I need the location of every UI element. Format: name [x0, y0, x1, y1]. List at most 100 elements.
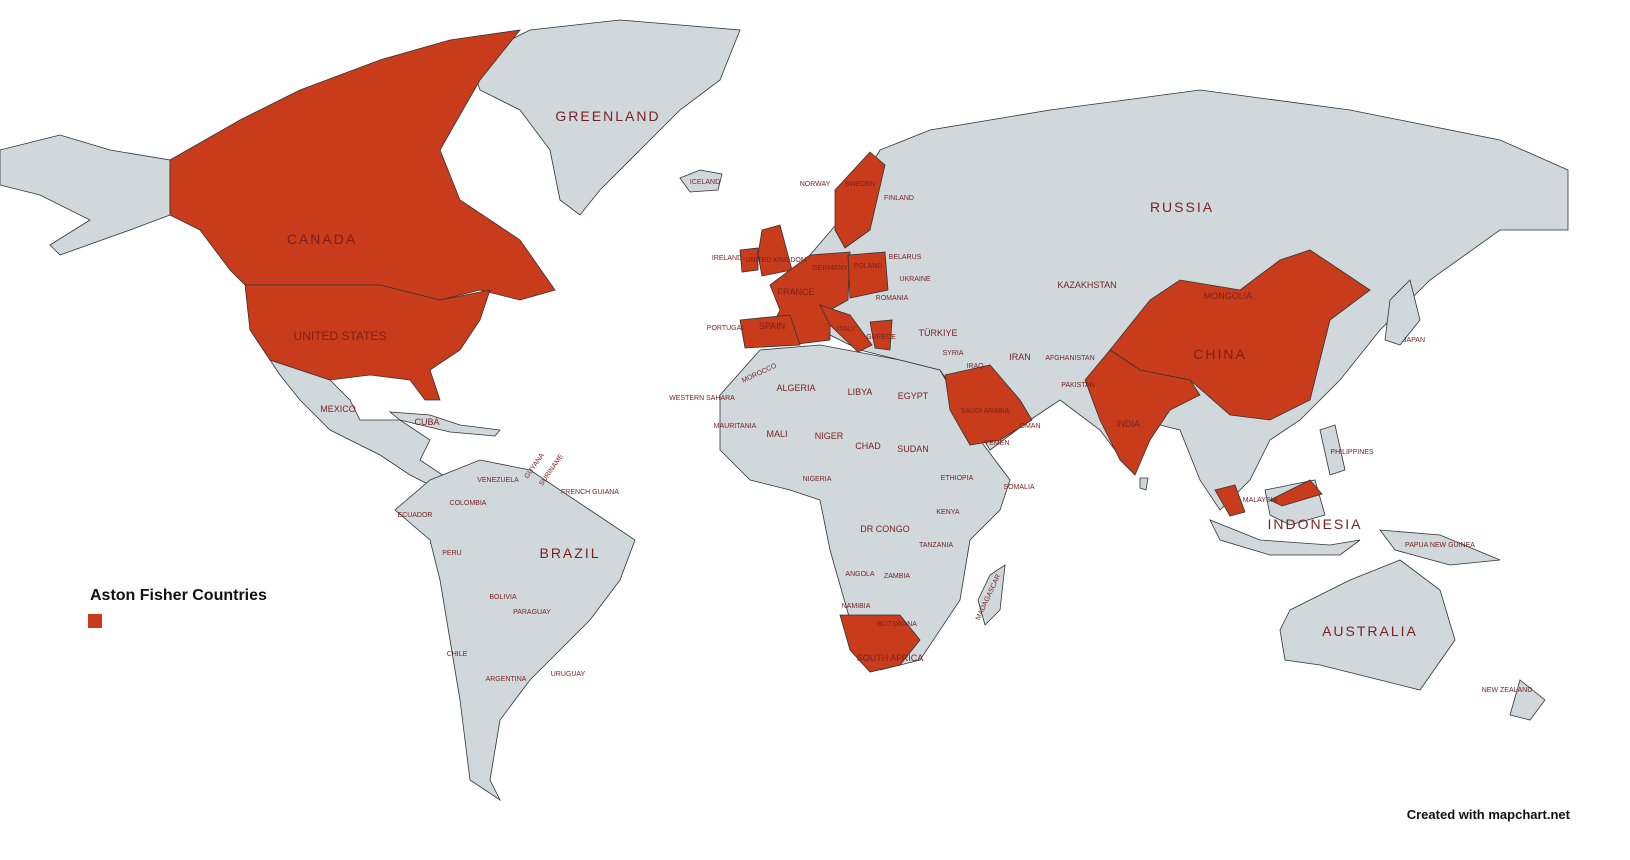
label-niger: NIGER	[815, 431, 844, 441]
label-angola: ANGOLA	[845, 571, 875, 578]
label-bolivia: BOLIVIA	[489, 594, 517, 601]
new-guinea	[1379, 529, 1501, 566]
label-nigeria: NIGERIA	[803, 476, 832, 483]
country-spain[interactable]	[739, 314, 801, 349]
mexico-central-america	[269, 359, 451, 491]
country-labels: GREENLAND CANADA UNITED STATES MEXICO CU…	[287, 108, 1532, 694]
label-mali: MALI	[766, 429, 787, 439]
legend-swatch	[88, 614, 102, 628]
new-zealand	[1509, 679, 1546, 721]
label-tanzania: TANZANIA	[919, 542, 953, 549]
label-papua-new-guinea: PAPUA NEW GUINEA	[1405, 542, 1475, 549]
label-south-africa: SOUTH AFRICA	[857, 653, 924, 663]
label-ukraine: UKRAINE	[899, 276, 930, 283]
indonesia	[1209, 519, 1361, 556]
country-saudi-arabia[interactable]	[944, 364, 1033, 446]
country-sweden[interactable]	[834, 151, 886, 249]
label-syria: SYRIA	[942, 350, 963, 357]
label-libya: LIBYA	[848, 387, 873, 397]
country-greece[interactable]	[869, 319, 893, 351]
highlighted-countries	[169, 29, 1371, 673]
label-yemen: YEMEN	[985, 440, 1010, 447]
label-afghanistan: AFGHANISTAN	[1045, 355, 1094, 362]
label-new-zealand: NEW ZEALAND	[1482, 687, 1533, 694]
label-united-kingdom: United Kingdom	[745, 257, 807, 264]
country-united-kingdom[interactable]	[757, 224, 793, 277]
label-botswana: BOTSWANA	[877, 621, 917, 628]
australia	[1279, 559, 1456, 691]
label-ireland: IRELAND	[712, 255, 742, 262]
country-china[interactable]	[1109, 249, 1371, 421]
label-philippines: PHILIPPINES	[1330, 449, 1374, 456]
label-saudi-arabia: SAUDI ARABIA	[961, 408, 1010, 415]
alaska	[0, 134, 171, 256]
philippines	[1319, 424, 1346, 476]
south-america	[394, 459, 636, 802]
label-chile: CHILE	[447, 651, 468, 658]
label-finland: FINLAND	[884, 195, 914, 202]
country-malaysia-peninsula[interactable]	[1214, 484, 1246, 517]
greenland	[469, 19, 741, 216]
country-india[interactable]	[1084, 349, 1201, 476]
label-turkiye: TÜRKIYE	[918, 328, 957, 338]
label-peru: PERU	[442, 550, 461, 557]
label-pakistan: PAKISTAN	[1061, 382, 1095, 389]
label-egypt: EGYPT	[898, 391, 929, 401]
label-dr-congo: DR CONGO	[860, 524, 910, 534]
caribbean	[388, 411, 501, 437]
label-poland: POLAND	[854, 263, 883, 270]
label-zambia: ZAMBIA	[884, 573, 910, 580]
label-ethiopia: ETHIOPIA	[941, 475, 974, 482]
label-france: FRANCE	[777, 287, 814, 297]
japan	[1384, 279, 1421, 346]
label-paraguay: PARAGUAY	[513, 609, 551, 616]
label-kenya: KENYA	[936, 509, 960, 516]
legend-title: Aston Fisher Countries	[90, 587, 267, 604]
iceland	[679, 169, 723, 193]
label-kazakhstan: KAZAKHSTAN	[1057, 280, 1116, 290]
label-greenland: GREENLAND	[555, 108, 660, 124]
label-brazil: BRAZIL	[539, 545, 600, 561]
label-germany: GERMANY	[812, 265, 848, 272]
label-mauritania: MAURITANIA	[714, 423, 757, 430]
country-united-states[interactable]	[244, 284, 491, 401]
label-algeria: ALGERIA	[776, 383, 815, 393]
madagascar	[977, 564, 1006, 626]
label-french-guiana: FRENCH GUIANA	[561, 489, 619, 496]
label-russia: RUSSIA	[1150, 199, 1214, 215]
label-ecuador: ECUADOR	[397, 512, 432, 519]
label-uruguay: URUGUAY	[551, 671, 586, 678]
sri-lanka	[1139, 477, 1149, 491]
label-sweden: SWEDEN	[845, 181, 876, 188]
credit-text: Created with mapchart.net	[1406, 807, 1570, 822]
label-venezuela: VENEZUELA	[477, 477, 519, 484]
country-malaysia-borneo[interactable]	[1269, 479, 1323, 507]
label-argentina: ARGENTINA	[486, 676, 527, 683]
label-oman: OMAN	[1020, 423, 1041, 430]
label-united-states: UNITED STATES	[294, 329, 387, 343]
country-poland[interactable]	[847, 251, 889, 299]
label-canada: CANADA	[287, 231, 357, 247]
label-colombia: COLOMBIA	[450, 500, 487, 507]
country-ireland[interactable]	[739, 247, 759, 273]
label-spain: SPAIN	[759, 321, 785, 331]
label-iceland: ICELAND	[690, 179, 720, 186]
label-belarus: BELARUS	[889, 254, 922, 261]
label-italy: Italy	[837, 326, 856, 333]
label-norway: NORWAY	[800, 181, 831, 188]
label-chad: CHAD	[855, 441, 881, 451]
label-japan: JAPAN	[1403, 337, 1425, 344]
label-namibia: NAMIBIA	[842, 603, 871, 610]
label-romania: ROMANIA	[876, 295, 909, 302]
label-western-sahara: WESTERN SAHARA	[669, 395, 735, 402]
label-iran: IRAN	[1009, 352, 1031, 362]
country-italy[interactable]	[819, 304, 873, 353]
label-mexico: MEXICO	[320, 404, 356, 414]
label-iraq: IRAQ	[966, 363, 984, 370]
country-canada[interactable]	[169, 29, 556, 301]
label-indonesia: INDONESIA	[1267, 516, 1362, 532]
label-india: INDIA	[1116, 419, 1140, 429]
label-somalia: SOMALIA	[1003, 484, 1034, 491]
country-south-africa[interactable]	[839, 614, 921, 673]
